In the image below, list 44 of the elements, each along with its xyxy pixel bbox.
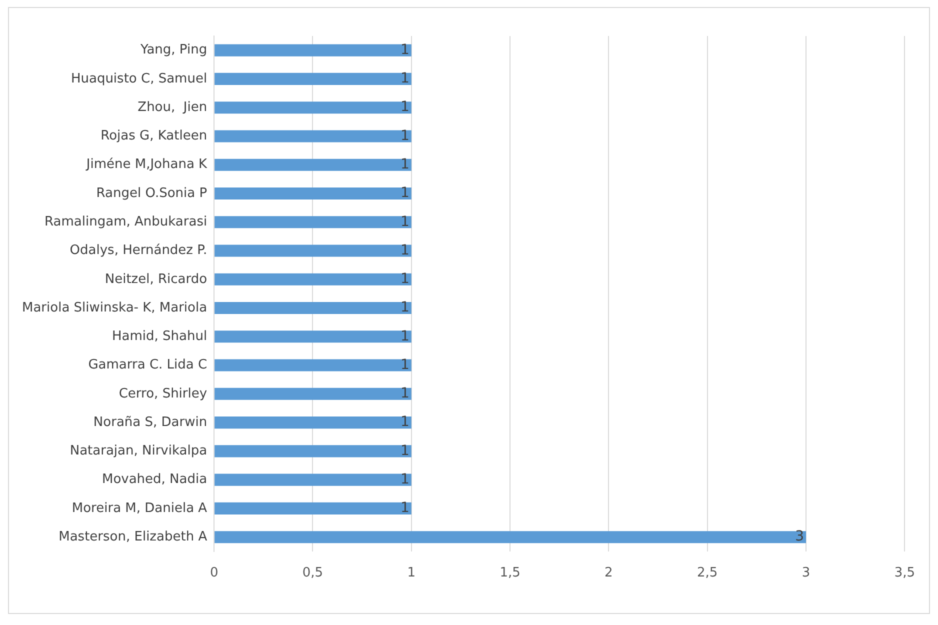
y-tick-label: Hamid, Shahul <box>112 329 208 344</box>
y-tick-label: Huaquisto C, Samuel <box>70 71 208 86</box>
data-label: 1 <box>400 42 410 58</box>
y-tick-label: Jiméne M,Johana K <box>85 157 208 172</box>
y-tick-label: Cerro, Shirley <box>118 386 208 402</box>
data-label: 1 <box>400 185 410 202</box>
data-label: 1 <box>400 128 410 144</box>
x-tick-label: 1,5 <box>500 566 520 581</box>
y-tick-label: Rangel O.Sonia P <box>96 186 208 201</box>
data-label: 1 <box>400 70 410 87</box>
y-tick-label: Ramalingam, Anbukarasi <box>44 214 208 230</box>
data-label: 1 <box>400 500 410 516</box>
data-label: 1 <box>400 99 410 116</box>
x-tick-label: 3,5 <box>894 566 916 581</box>
data-label: 1 <box>400 271 410 288</box>
data-label: 1 <box>400 242 410 258</box>
x-tick-label: 0,5 <box>302 566 324 581</box>
x-tick-label: 3 <box>802 566 810 581</box>
data-label: 1 <box>400 471 410 488</box>
y-tick-label: Movahed, Nadia <box>102 472 208 488</box>
data-label: 1 <box>400 214 410 230</box>
x-tick-label: 2,5 <box>697 566 718 581</box>
x-tick-label: 2 <box>604 566 613 581</box>
data-label: 1 <box>400 442 410 459</box>
data-label: 1 <box>400 356 410 373</box>
data-label: 3 <box>795 528 804 545</box>
y-tick-label: Odalys, Hernández P. <box>70 243 208 258</box>
y-tick-label: Zhou, Jien <box>138 100 208 115</box>
y-tick-label: Neitzel, Ricardo <box>104 272 208 287</box>
y-tick-label: Masterson, Elizabeth A <box>58 529 208 544</box>
data-label: 1 <box>400 156 410 172</box>
data-label: 1 <box>400 328 410 344</box>
y-tick-label: Gamarra C. Lida C <box>88 358 208 373</box>
x-tick-label: 0 <box>210 566 218 581</box>
data-label: 1 <box>400 414 410 430</box>
x-tick-label: 1 <box>407 566 416 581</box>
y-tick-label: Mariola Sliwinska- K, Mariola <box>22 300 208 316</box>
y-tick-label: Yang, Ping <box>140 42 208 58</box>
y-tick-label: Natarajan, Nirvikalpa <box>70 444 208 459</box>
y-tick-label: Moreira M, Daniela A <box>72 500 208 516</box>
y-tick-label: Noraña S, Darwin <box>93 414 208 430</box>
data-label: 1 <box>400 300 410 316</box>
data-label: 1 <box>400 386 410 402</box>
y-tick-label: Rojas G, Katleen <box>100 128 208 144</box>
